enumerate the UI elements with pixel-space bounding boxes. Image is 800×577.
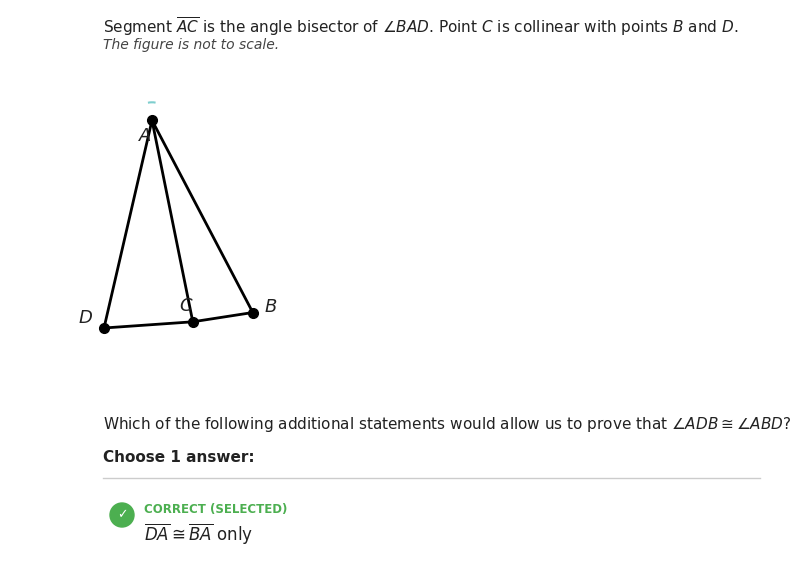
Text: Segment $\overline{AC}$ is the angle bisector of $\angle BAD$. Point $C$ is coll: Segment $\overline{AC}$ is the angle bis… — [103, 15, 738, 38]
Text: Which of the following additional statements would allow us to prove that $\angl: Which of the following additional statem… — [103, 415, 791, 434]
Text: The figure is not to scale.: The figure is not to scale. — [103, 38, 279, 52]
Text: $\mathit{D}$: $\mathit{D}$ — [78, 309, 94, 327]
Circle shape — [110, 503, 134, 527]
Text: $\overline{DA} \cong \overline{BA}$ only: $\overline{DA} \cong \overline{BA}$ only — [144, 522, 254, 547]
Text: $\mathit{C}$: $\mathit{C}$ — [178, 297, 193, 315]
Text: Choose 1 answer:: Choose 1 answer: — [103, 450, 254, 465]
Text: ✓: ✓ — [117, 508, 127, 522]
Text: CORRECT (SELECTED): CORRECT (SELECTED) — [144, 503, 287, 516]
Text: $\mathit{A}$: $\mathit{A}$ — [138, 128, 152, 145]
Text: $\mathit{B}$: $\mathit{B}$ — [264, 298, 278, 317]
